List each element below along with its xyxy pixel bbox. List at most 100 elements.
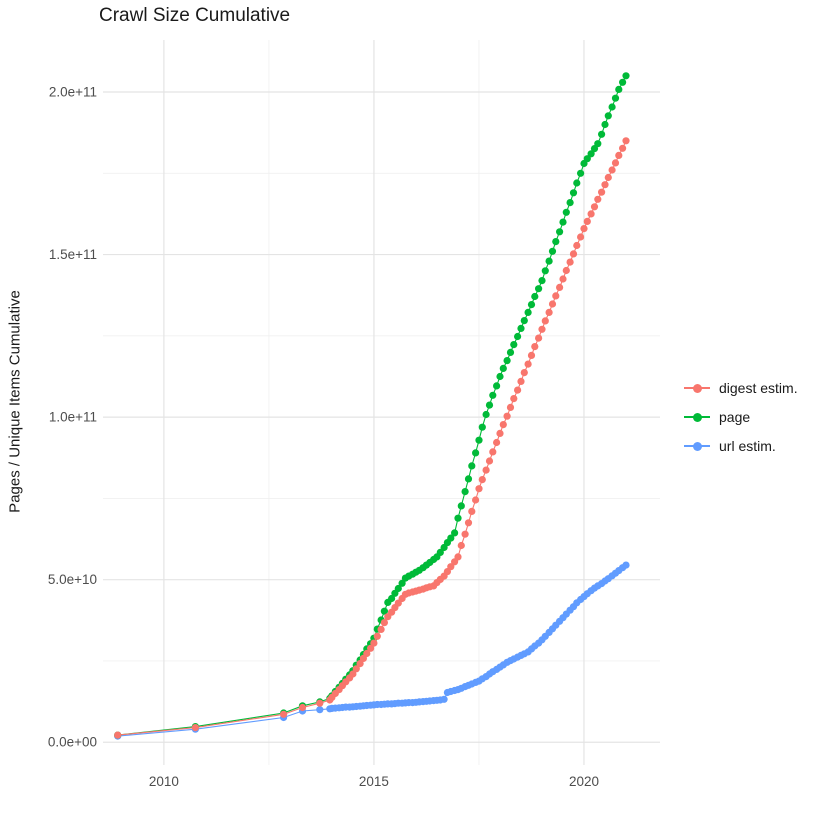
data-point bbox=[577, 233, 585, 241]
data-point bbox=[349, 670, 357, 678]
data-point bbox=[608, 166, 616, 174]
data-point bbox=[485, 457, 494, 465]
data-point bbox=[531, 292, 539, 301]
data-point bbox=[604, 112, 612, 120]
data-point bbox=[535, 285, 543, 293]
data-point bbox=[569, 189, 578, 197]
data-point bbox=[535, 334, 543, 342]
data-point bbox=[520, 369, 528, 377]
data-point bbox=[363, 649, 371, 658]
data-point bbox=[499, 421, 507, 429]
data-point bbox=[451, 529, 459, 537]
data-point bbox=[478, 423, 486, 431]
data-point bbox=[538, 325, 546, 333]
data-point bbox=[457, 502, 465, 510]
data-point bbox=[514, 386, 522, 394]
data-point bbox=[464, 475, 473, 483]
grid-major bbox=[103, 40, 660, 765]
legend-key-url bbox=[684, 437, 710, 455]
data-point bbox=[464, 519, 473, 527]
legend-label: page bbox=[719, 409, 751, 425]
data-point bbox=[566, 258, 574, 266]
data-point bbox=[447, 534, 455, 542]
data-point bbox=[583, 217, 591, 225]
data-point bbox=[622, 72, 630, 80]
data-point bbox=[562, 266, 570, 275]
data-point bbox=[489, 391, 497, 399]
data-point bbox=[541, 267, 549, 275]
data-point bbox=[457, 541, 465, 550]
legend-item-page: page bbox=[684, 408, 798, 426]
data-point bbox=[601, 181, 609, 189]
data-point bbox=[485, 401, 494, 409]
data-point bbox=[520, 317, 528, 325]
data-point bbox=[611, 159, 620, 167]
data-point bbox=[316, 699, 324, 707]
data-point bbox=[552, 238, 560, 246]
data-point bbox=[598, 188, 606, 196]
data-point bbox=[454, 514, 462, 522]
data-point bbox=[510, 341, 518, 349]
data-point bbox=[517, 324, 525, 332]
data-point bbox=[489, 448, 497, 456]
data-point bbox=[598, 130, 606, 138]
x-tick-label: 2020 bbox=[569, 774, 599, 789]
data-point bbox=[475, 436, 483, 444]
data-point bbox=[548, 300, 557, 308]
data-point bbox=[506, 403, 515, 411]
data-point bbox=[587, 210, 595, 218]
legend-key-page bbox=[684, 408, 710, 426]
x-tick-label: 2010 bbox=[149, 774, 179, 789]
data-point bbox=[594, 140, 602, 148]
data-point bbox=[580, 225, 588, 233]
data-point bbox=[114, 731, 122, 739]
data-point bbox=[316, 706, 324, 714]
data-point bbox=[531, 343, 539, 351]
data-point bbox=[545, 257, 553, 265]
data-point bbox=[394, 584, 402, 593]
data-point bbox=[493, 382, 501, 390]
data-point bbox=[496, 372, 504, 381]
legend-item-url-estim: url estim. bbox=[684, 437, 798, 455]
series-page bbox=[114, 72, 630, 739]
data-point bbox=[562, 208, 570, 216]
data-point bbox=[298, 703, 307, 712]
legend-dot-swatch bbox=[693, 412, 702, 422]
data-point bbox=[541, 317, 549, 325]
data-point bbox=[352, 665, 360, 673]
data-point bbox=[524, 360, 532, 368]
data-point bbox=[506, 348, 515, 356]
legend-item-digest-estim: digest estim. bbox=[684, 379, 798, 397]
axis-tick-labels: 0.0e+00 5.0e+10 1.0e+11 1.5e+11 2.0e+11 2010 2… bbox=[48, 85, 599, 789]
data-point bbox=[503, 357, 511, 365]
legend-label: digest estim. bbox=[719, 380, 798, 396]
data-point bbox=[590, 203, 599, 211]
data-point bbox=[191, 724, 199, 732]
y-tick-label: 5.0e+10 bbox=[48, 572, 97, 587]
data-point bbox=[478, 476, 486, 484]
data-point bbox=[514, 332, 522, 341]
legend: digest estim. page url estim. bbox=[684, 379, 798, 455]
data-point bbox=[517, 377, 525, 385]
data-point bbox=[468, 462, 476, 470]
y-tick-label: 1.5e+11 bbox=[49, 247, 97, 262]
data-point bbox=[472, 449, 480, 457]
data-point bbox=[573, 241, 581, 250]
data-point bbox=[461, 488, 469, 496]
data-point bbox=[615, 151, 623, 159]
data-point bbox=[398, 579, 406, 587]
chart-title: Crawl Size Cumulative bbox=[99, 5, 291, 26]
data-point bbox=[556, 283, 564, 291]
data-point bbox=[468, 507, 476, 515]
data-point bbox=[496, 429, 504, 437]
data-point bbox=[559, 275, 567, 283]
data-point bbox=[503, 412, 511, 420]
data-point bbox=[573, 179, 581, 187]
data-point bbox=[594, 195, 602, 203]
data-point bbox=[538, 277, 546, 285]
data-point bbox=[475, 485, 483, 493]
y-axis-title: Pages / Unique Items Cumulative bbox=[6, 290, 24, 513]
data-point bbox=[583, 155, 591, 163]
data-point bbox=[377, 625, 385, 634]
